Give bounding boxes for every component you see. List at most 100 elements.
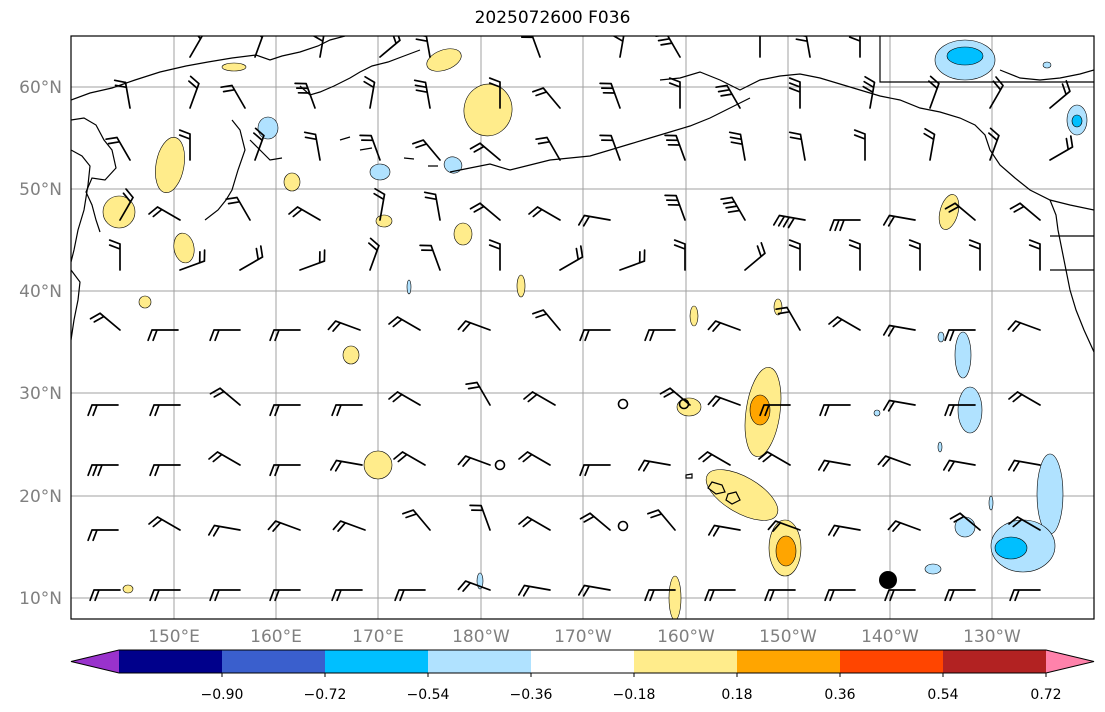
wind-barb <box>523 391 556 406</box>
wind-barb <box>944 404 976 417</box>
island-outline <box>685 473 693 479</box>
wind-barb <box>788 239 801 271</box>
contour-shading <box>102 39 1088 619</box>
colorbar-tick-labels: −0.90 −0.72 −0.54 −0.36 −0.18 0.18 0.36 0.54 0.7… <box>201 673 1062 703</box>
calm-circle <box>617 398 629 410</box>
wind-barb <box>612 36 625 58</box>
wind-barb <box>412 139 441 161</box>
shaded-contour <box>957 386 983 434</box>
shaded-contour <box>363 450 393 480</box>
wind-barb <box>207 524 241 537</box>
wind-barb <box>848 36 861 58</box>
colorbar-segment <box>325 650 429 673</box>
wind-barb <box>949 512 981 531</box>
longitude-labels: 150°E 160°E 170°E 180°W 170°W 160°W 150°W 140°W… <box>148 627 1021 647</box>
wind-barb <box>87 464 119 477</box>
shaded-contour <box>221 62 247 72</box>
wind-barb <box>923 127 936 161</box>
calm-circle <box>678 398 690 410</box>
shaded-contour <box>375 214 393 228</box>
coastline <box>879 36 1094 83</box>
shaded-contour <box>173 232 195 264</box>
wind-barb <box>528 206 561 221</box>
coastline <box>71 269 81 341</box>
wind-barb <box>908 239 921 271</box>
wind-barb <box>819 404 851 417</box>
coastline <box>339 136 438 167</box>
wind-barb <box>413 79 431 109</box>
wind-barb <box>179 249 206 271</box>
lon-label: 170°W <box>554 627 612 647</box>
wind-barb <box>944 329 976 342</box>
wind-barb <box>704 589 736 602</box>
calm-circle <box>617 520 629 532</box>
shaded-contour <box>1071 114 1083 128</box>
lat-label: 60°N <box>19 78 62 98</box>
lon-label: 150°W <box>759 627 817 647</box>
wind-barb <box>89 589 121 602</box>
shaded-contour <box>924 563 942 575</box>
colorbar-outline <box>70 649 1095 674</box>
shaded-contour <box>668 575 682 619</box>
colorbar-segment <box>737 650 841 673</box>
wind-barb <box>149 404 181 417</box>
wind-barb <box>329 459 363 472</box>
lon-label: 140°W <box>861 627 919 647</box>
latitude-labels: 60°N 50°N 40°N 30°N 20°N 10°N <box>19 78 62 609</box>
wind-barb <box>394 589 426 602</box>
lat-label: 10°N <box>19 589 62 609</box>
coastline <box>71 149 91 263</box>
wind-barb <box>647 509 676 531</box>
shaded-contour <box>689 305 699 327</box>
wind-barb <box>968 239 981 271</box>
wind-barb <box>269 589 301 602</box>
wind-barb <box>488 239 501 271</box>
wind-barb <box>764 589 796 602</box>
wind-barb <box>294 82 316 109</box>
colorbar-segment <box>943 650 1047 673</box>
wind-barb <box>720 196 746 221</box>
wind-barb <box>817 459 851 472</box>
wind-barb <box>209 589 241 602</box>
lon-label: 160°W <box>657 627 715 647</box>
shaded-contour <box>1042 61 1052 69</box>
calm-circles <box>494 398 690 532</box>
shaded-contour <box>257 116 279 140</box>
wind-barb <box>532 309 561 331</box>
colorbar-segment <box>634 650 738 673</box>
wind-barb <box>312 36 325 58</box>
wind-barb <box>698 451 731 466</box>
wind-barb <box>332 520 366 532</box>
wind-barb <box>599 134 621 161</box>
shaded-contour <box>406 279 412 295</box>
wind-barb <box>517 584 551 597</box>
lon-label: 180°W <box>452 627 510 647</box>
shaded-contour <box>676 397 702 417</box>
wind-barb <box>457 580 491 592</box>
wind-barb <box>664 194 686 221</box>
wind-barb <box>331 404 363 417</box>
wind-barb <box>829 219 861 232</box>
wind-barb <box>269 329 301 342</box>
wind-barb <box>715 84 741 109</box>
colorbar-tick-label: −0.72 <box>304 687 347 703</box>
wind-barb <box>767 520 801 532</box>
lon-label: 170°E <box>352 627 404 647</box>
shaded-contour <box>705 469 779 521</box>
wind-barb <box>108 239 121 271</box>
wind-barb <box>457 320 491 332</box>
wind-barb <box>637 459 671 472</box>
shaded-contour <box>283 172 301 192</box>
shaded-contour <box>946 46 984 66</box>
lon-label: 160°E <box>250 627 302 647</box>
wind-barb <box>423 191 441 221</box>
wind-barb <box>469 504 491 531</box>
wind-barb <box>579 512 611 531</box>
wind-barb <box>759 404 791 417</box>
wind-barb <box>882 399 916 412</box>
wind-barb <box>119 188 134 221</box>
wind-barb <box>788 131 806 161</box>
colorbar-tick-label: 0.54 <box>927 687 958 703</box>
wind-barb <box>707 524 741 537</box>
colorbar-extend-high <box>1046 650 1094 673</box>
